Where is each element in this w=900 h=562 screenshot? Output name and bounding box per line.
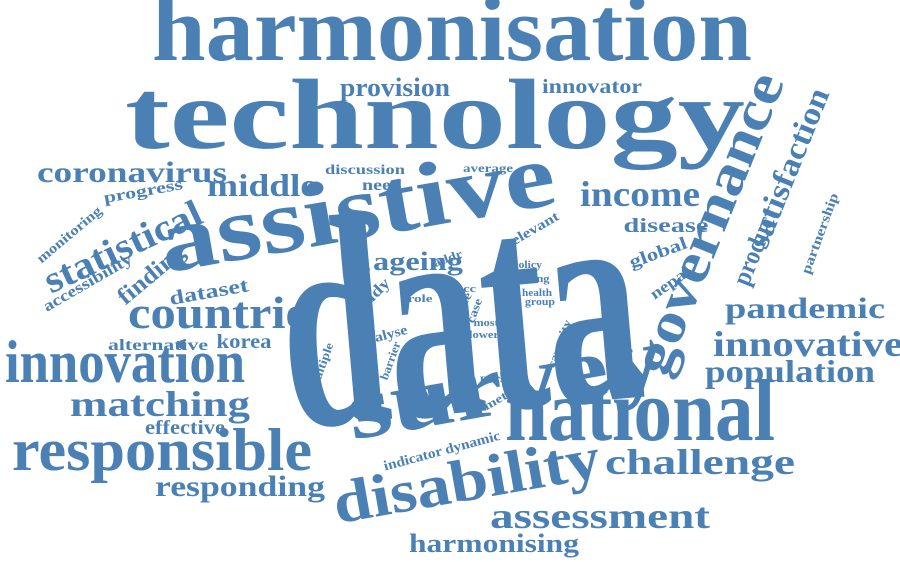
word-disease: disease: [624, 215, 709, 237]
word-need: need: [362, 177, 402, 194]
word-assessment: assessment: [490, 496, 710, 536]
word-group: group: [525, 297, 556, 308]
word-alternative: alternative: [108, 337, 208, 354]
word-role: role: [408, 293, 433, 305]
word-policy: policy: [512, 260, 542, 271]
word-partnership: partnership: [799, 191, 842, 276]
word-lower: lower: [469, 330, 500, 341]
word-harmonisation: harmonisation: [152, 0, 752, 80]
word-harmonising: harmonising: [409, 529, 579, 558]
word-responding: responding: [155, 470, 325, 503]
word-ageing: ageing: [373, 247, 463, 276]
word-responsible: responsible: [12, 417, 312, 483]
word-person: person: [480, 371, 520, 385]
word-national: national: [505, 363, 775, 460]
word-average: average: [463, 161, 514, 175]
word-innovation: innovation: [5, 329, 245, 395]
word-income: income: [580, 174, 700, 214]
word-setting: setting: [515, 274, 550, 285]
word-technology: technology: [125, 59, 745, 170]
word-effective: effective: [145, 417, 225, 439]
word-challenge: challenge: [605, 442, 795, 482]
word-middle: middle: [207, 167, 317, 203]
word-discussion: discussion: [325, 163, 405, 178]
word-pandemic: pandemic: [725, 292, 885, 325]
word-provision: provision: [340, 73, 451, 102]
word-health: health: [522, 288, 552, 299]
word-countrie: countrie: [128, 287, 308, 338]
word-korea: korea: [217, 331, 272, 353]
word-innovator: innovator: [542, 76, 642, 98]
word-innovative: innovative: [713, 324, 900, 364]
word-population: population: [705, 353, 875, 389]
word-acc: acc: [456, 284, 477, 295]
word-matching: matching: [70, 384, 250, 424]
word-data: data: [265, 130, 653, 492]
word-most: most: [474, 318, 500, 329]
word-coronavirus: coronavirus: [37, 156, 227, 189]
